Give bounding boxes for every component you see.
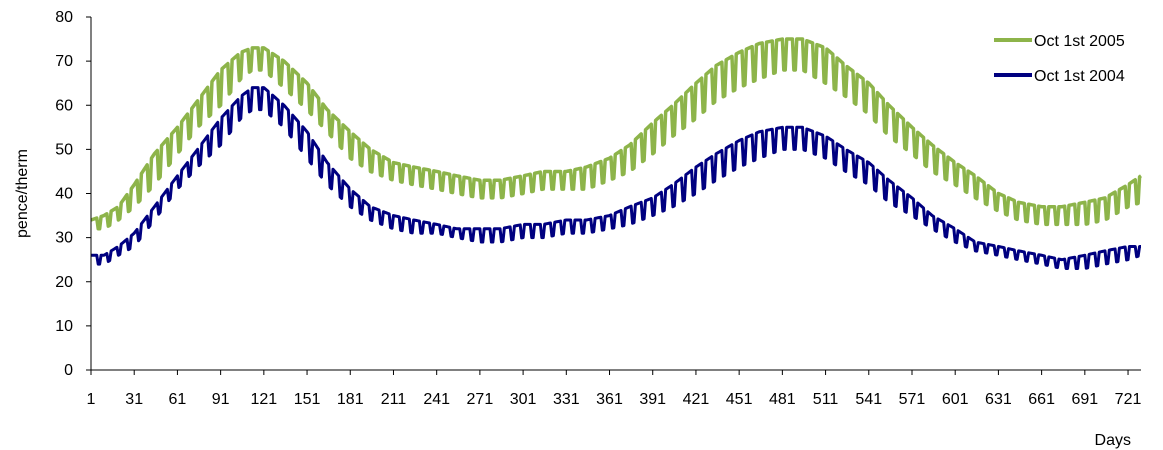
x-tick-label: 571 [899, 391, 926, 408]
x-tick-label: 301 [510, 391, 537, 408]
x-tick-label: 151 [294, 391, 321, 408]
x-tick-label: 91 [212, 391, 230, 408]
x-tick-label: 721 [1115, 391, 1142, 408]
y-tick-label: 60 [55, 97, 73, 114]
x-tick-label: 31 [125, 391, 143, 408]
x-tick-label: 481 [769, 391, 796, 408]
x-tick-label: 391 [639, 391, 666, 408]
x-tick-label: 61 [169, 391, 187, 408]
x-tick-label: 331 [553, 391, 580, 408]
x-tick-label: 271 [467, 391, 494, 408]
axes-layer: 0 10 20 30 40 50 60 70 80 1 31 61 91 121 151 181 211 241… [55, 9, 1141, 408]
x-tick-label: 1 [87, 391, 96, 408]
legend-label-oct-2004: Oct 1st 2004 [1034, 68, 1125, 85]
x-tick-label: 691 [1071, 391, 1098, 408]
legend: Oct 1st 2005 Oct 1st 2004 [994, 33, 1125, 85]
y-tick-label: 10 [55, 318, 73, 335]
x-tick-label: 211 [381, 391, 407, 408]
x-tick-label: 421 [683, 391, 710, 408]
y-ticks: 0 10 20 30 40 50 60 70 80 [55, 9, 91, 379]
legend-label-oct-2005: Oct 1st 2005 [1034, 33, 1125, 50]
y-tick-label: 80 [55, 9, 73, 26]
x-tick-label: 601 [942, 391, 969, 408]
y-tick-label: 30 [55, 230, 73, 247]
y-tick-label: 70 [55, 53, 73, 70]
x-tick-label: 121 [250, 391, 277, 408]
x-tick-label: 241 [423, 391, 450, 408]
series-line-oct-2004 [90, 86, 1142, 271]
x-ticks: 1 31 61 91 121 151 181 211 241 271 301 331 361 391 421… [87, 370, 1142, 408]
y-tick-label: 0 [64, 362, 73, 379]
series-line-oct-2005 [90, 37, 1142, 231]
y-tick-label: 20 [55, 274, 73, 291]
x-tick-label: 181 [337, 391, 364, 408]
legend-entry-1: Oct 1st 2005 [994, 33, 1125, 50]
y-tick-label: 40 [55, 186, 73, 203]
legend-entry-2: Oct 1st 2004 [994, 68, 1125, 85]
x-axis-title: Days [1095, 432, 1131, 449]
x-tick-label: 361 [596, 391, 623, 408]
y-axis-title: pence/therm [14, 149, 31, 238]
x-tick-label: 631 [985, 391, 1012, 408]
series-layer [90, 37, 1142, 271]
x-tick-label: 541 [855, 391, 882, 408]
x-tick-label: 451 [726, 391, 753, 408]
x-tick-label: 511 [813, 391, 839, 408]
y-tick-label: 50 [55, 141, 73, 158]
x-tick-label: 661 [1028, 391, 1055, 408]
